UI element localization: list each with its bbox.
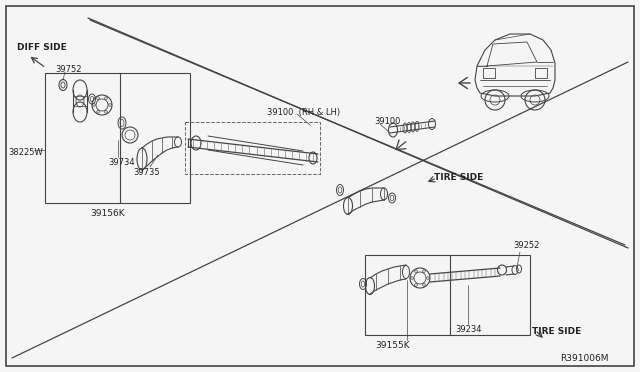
Text: 38225W: 38225W: [8, 148, 43, 157]
Text: 39155K: 39155K: [375, 341, 410, 350]
Bar: [365, 255, 530, 335]
Text: R391006M: R391006M: [560, 354, 609, 363]
Text: 39735: 39735: [133, 168, 159, 177]
Text: DIFF SIDE: DIFF SIDE: [17, 43, 67, 52]
Bar: [45, 73, 190, 203]
Text: 39252: 39252: [513, 241, 540, 250]
Bar: [185, 122, 320, 174]
Text: 39100: 39100: [374, 117, 401, 126]
Text: 39156K: 39156K: [90, 209, 125, 218]
Bar: [535, 68, 547, 78]
Text: 39752: 39752: [55, 65, 81, 74]
Text: 39100  (RH & LH): 39100 (RH & LH): [267, 108, 340, 117]
Text: 39234: 39234: [455, 325, 481, 334]
Text: 39734: 39734: [108, 158, 134, 167]
Bar: [483, 68, 495, 78]
Text: TIRE SIDE: TIRE SIDE: [532, 327, 581, 336]
Text: TIRE SIDE: TIRE SIDE: [434, 173, 483, 182]
